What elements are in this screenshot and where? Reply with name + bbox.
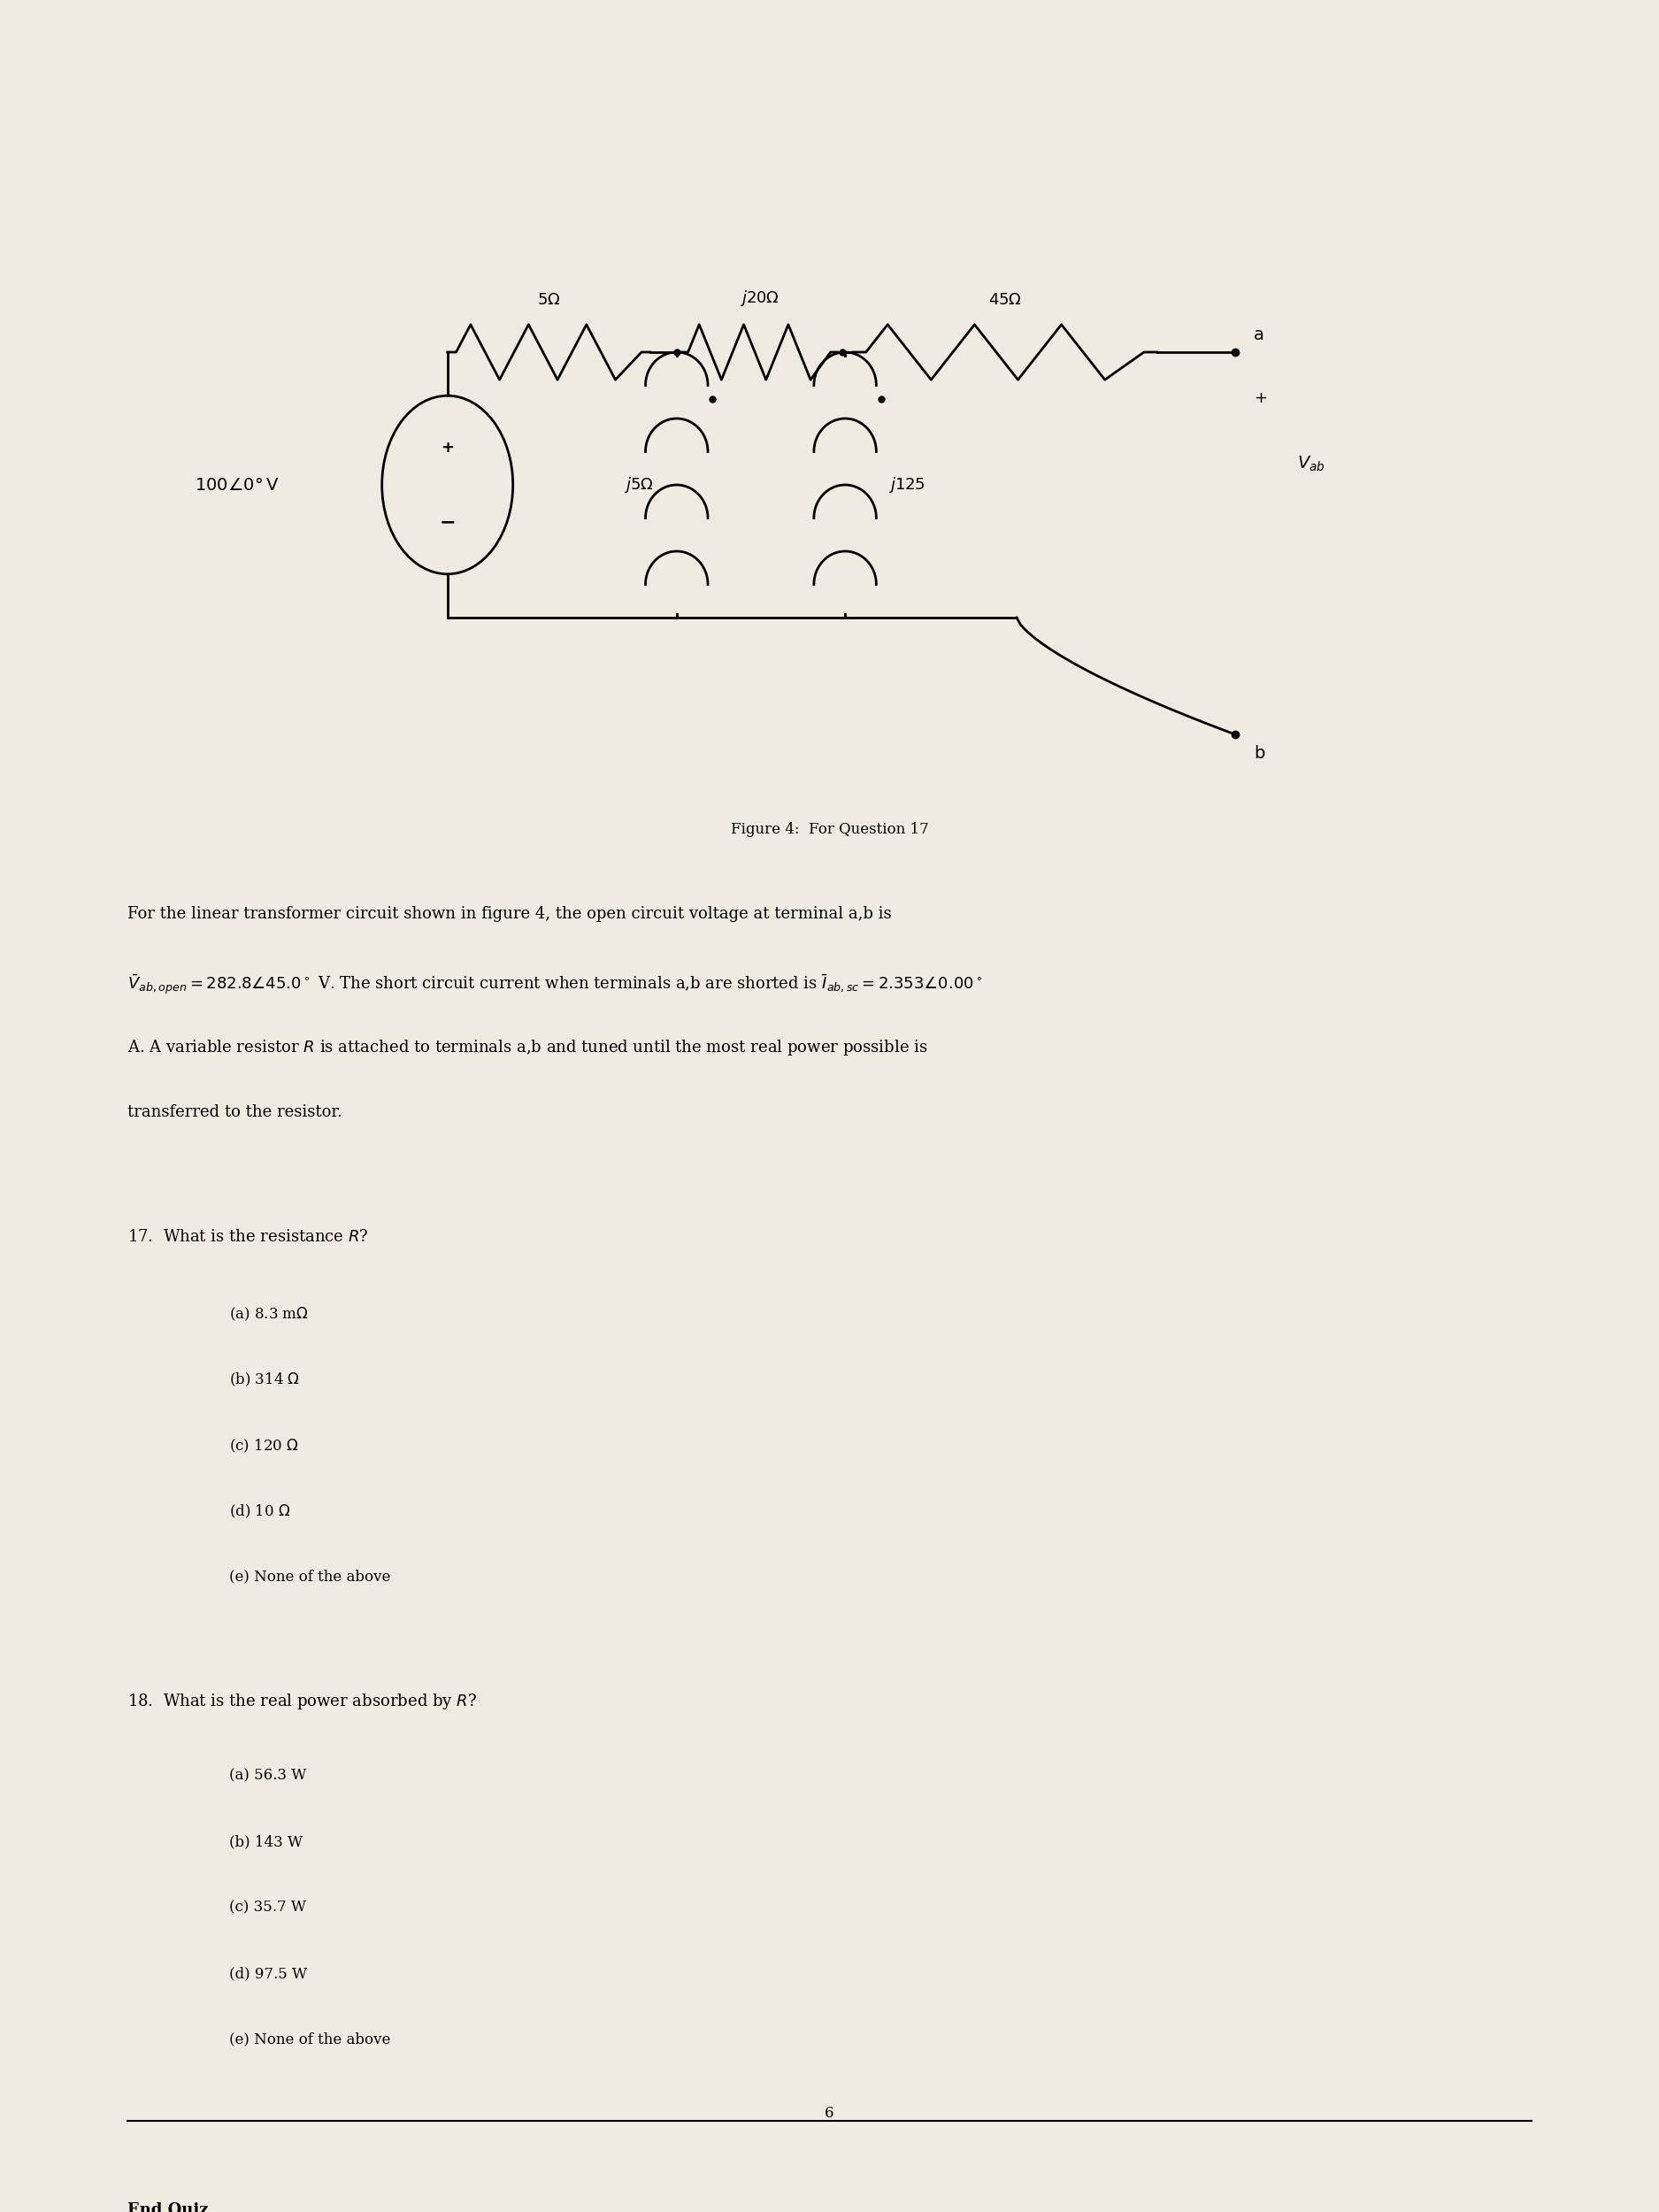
Text: +: + (1254, 389, 1267, 407)
Text: −: − (440, 513, 456, 531)
Text: $\bar{V}_{ab,open} = 282.8\angle45.0^\circ$ V. The short circuit current when te: $\bar{V}_{ab,open} = 282.8\angle45.0^\ci… (128, 973, 984, 995)
Text: (e) None of the above: (e) None of the above (229, 1568, 390, 1584)
Text: (d) 10 $\Omega$: (d) 10 $\Omega$ (229, 1504, 290, 1520)
Text: $100\angle0°\,$V: $100\angle0°\,$V (194, 476, 279, 493)
Text: (d) 97.5 W: (d) 97.5 W (229, 1966, 307, 1982)
Text: Figure 4:  For Question 17: Figure 4: For Question 17 (730, 823, 929, 838)
Text: 17.  What is the resistance $R$?: 17. What is the resistance $R$? (128, 1230, 368, 1245)
Text: For the linear transformer circuit shown in figure 4, the open circuit voltage a: For the linear transformer circuit shown… (128, 907, 893, 922)
Text: $j5\Omega$: $j5\Omega$ (624, 476, 654, 495)
Text: (a) 8.3 m$\Omega$: (a) 8.3 m$\Omega$ (229, 1305, 309, 1323)
Text: +: + (441, 440, 455, 456)
Text: a: a (1254, 327, 1264, 343)
Text: $45\Omega$: $45\Omega$ (989, 292, 1022, 307)
Text: 6: 6 (825, 2106, 834, 2121)
Text: End Quiz: End Quiz (128, 2201, 209, 2212)
Text: (e) None of the above: (e) None of the above (229, 2033, 390, 2046)
Text: $V_{ab}$: $V_{ab}$ (1297, 453, 1326, 473)
Text: A. A variable resistor $R$ is attached to terminals a,b and tuned until the most: A. A variable resistor $R$ is attached t… (128, 1037, 927, 1057)
Text: (b) 314 $\Omega$: (b) 314 $\Omega$ (229, 1371, 300, 1389)
Text: b: b (1254, 745, 1264, 761)
Text: transferred to the resistor.: transferred to the resistor. (128, 1104, 343, 1119)
Text: (a) 56.3 W: (a) 56.3 W (229, 1770, 307, 1783)
Text: (c) 120 $\Omega$: (c) 120 $\Omega$ (229, 1438, 299, 1453)
Text: 18.  What is the real power absorbed by $R$?: 18. What is the real power absorbed by $… (128, 1692, 478, 1712)
Text: (c) 35.7 W: (c) 35.7 W (229, 1900, 305, 1916)
Text: $j20\Omega$: $j20\Omega$ (740, 288, 780, 307)
Text: $5\Omega$: $5\Omega$ (538, 292, 561, 307)
Text: $j125$: $j125$ (889, 476, 926, 495)
Text: (b) 143 W: (b) 143 W (229, 1834, 302, 1849)
